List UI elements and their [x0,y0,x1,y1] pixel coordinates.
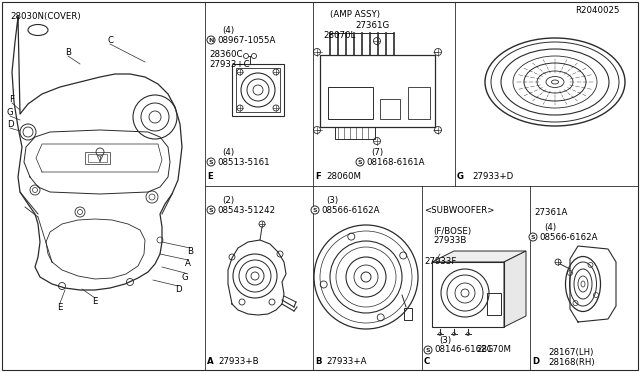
Text: 08566-6162A: 08566-6162A [539,232,598,241]
Text: E: E [57,302,63,311]
Polygon shape [504,251,526,327]
Text: D: D [175,285,181,295]
Text: 28030N(COVER): 28030N(COVER) [10,12,81,20]
Text: <SUBWOOFER>: <SUBWOOFER> [424,205,494,215]
Text: F: F [315,171,321,180]
Bar [432,262,504,327]
Text: 27361G: 27361G [355,20,389,29]
Circle shape [356,158,364,166]
Text: (4): (4) [222,148,234,157]
Text: 08146-6162G: 08146-6162G [434,346,493,355]
Bar [408,87,430,119]
Text: 27361A: 27361A [534,208,568,217]
Text: A: A [207,357,214,366]
Bar [328,87,373,119]
Text: 27933+D: 27933+D [472,171,513,180]
Text: C: C [424,357,430,366]
Circle shape [529,233,537,241]
Text: 28360C: 28360C [209,49,243,58]
Bar [335,127,375,139]
Bar [487,293,501,315]
Text: 28070L: 28070L [323,31,355,39]
Text: S: S [358,160,362,164]
Circle shape [207,158,215,166]
Polygon shape [432,251,526,262]
Circle shape [207,36,215,44]
Text: (7): (7) [371,148,383,157]
Text: (AMP ASSY): (AMP ASSY) [330,10,380,19]
Circle shape [243,54,248,58]
Text: A: A [185,260,191,269]
Text: (4): (4) [544,222,556,231]
Bar [232,64,284,116]
Text: (F/BOSE): (F/BOSE) [433,227,471,235]
Bar [88,154,107,162]
Text: D: D [6,119,13,128]
Bar [404,308,412,320]
Text: 08168-6161A: 08168-6161A [366,157,424,167]
Text: B: B [65,48,71,57]
Text: E: E [92,298,98,307]
Bar [320,55,435,127]
Text: F: F [10,94,15,103]
Text: G: G [457,171,464,180]
Text: 27933+C: 27933+C [209,60,250,68]
Text: S: S [209,160,213,164]
Text: S: S [531,234,535,240]
Text: (3): (3) [326,196,338,205]
Circle shape [207,206,215,214]
Bar [85,152,110,164]
Text: S: S [313,208,317,212]
Text: 28167(LH): 28167(LH) [548,347,593,356]
Text: 28168(RH): 28168(RH) [548,357,595,366]
Text: (4): (4) [222,26,234,35]
Circle shape [311,206,319,214]
Text: 28060M: 28060M [326,171,361,180]
Text: (3): (3) [439,336,451,344]
Text: B: B [187,247,193,257]
Text: G: G [182,273,188,282]
Text: R2040025: R2040025 [575,6,620,15]
Text: S: S [209,208,213,212]
Text: C: C [107,35,113,45]
Text: 08967-1055A: 08967-1055A [217,35,275,45]
Circle shape [252,54,257,58]
Circle shape [424,346,432,354]
Text: 08513-5161: 08513-5161 [217,157,269,167]
Text: B: B [315,357,321,366]
Text: E: E [207,171,212,180]
Bar [380,99,400,119]
Text: 27933B: 27933B [433,235,467,244]
Text: 27933+A: 27933+A [326,357,367,366]
Text: (2): (2) [222,196,234,205]
Text: 08566-6162A: 08566-6162A [321,205,380,215]
Text: 27933+B: 27933+B [218,357,259,366]
Text: 27933F: 27933F [424,257,456,266]
Text: 28170M: 28170M [476,346,511,355]
Bar [236,68,280,112]
Text: S: S [426,347,430,353]
Text: 08543-51242: 08543-51242 [217,205,275,215]
Text: G: G [6,108,13,116]
Text: D: D [532,357,539,366]
Text: N: N [208,38,214,42]
